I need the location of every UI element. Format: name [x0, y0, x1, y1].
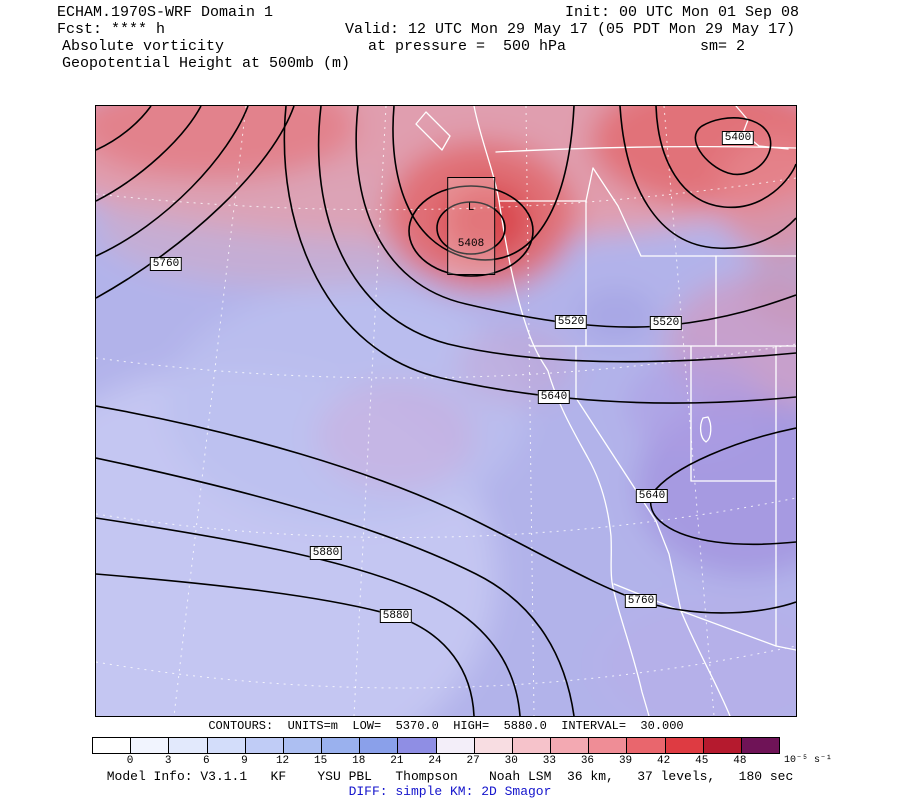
- us-canada-border: [495, 145, 796, 153]
- colorbar-segment: [512, 738, 552, 753]
- contours-info: CONTOURS: UNITS=m LOW= 5370.0 HIGH= 5880…: [208, 719, 684, 733]
- colorbar-tick: 24: [428, 755, 442, 767]
- colorbar-segment: [741, 738, 780, 753]
- shaded-field-name: Absolute vorticity: [62, 38, 225, 55]
- colorbar-tick: 18: [352, 755, 366, 767]
- map-canvas: [96, 106, 796, 716]
- contour-label: 5760: [624, 594, 658, 608]
- colorbar-segment: [398, 738, 437, 753]
- smoothing-label: sm= 2: [700, 38, 746, 55]
- low-center-marker: L 5408: [447, 177, 495, 275]
- colorbar-tick: 12: [275, 755, 290, 767]
- diffusion-info: DIFF: simple KM: 2D Smagor: [348, 784, 552, 799]
- colorbar-tick: 45: [695, 755, 709, 767]
- contour-label: 5520: [649, 316, 683, 330]
- colorbar-segment: [551, 738, 590, 753]
- colorbar-ticks: 0 3 6 9 12 15 18 21 24 27 30 33 36 39 42 45 48: [92, 755, 778, 768]
- colorbar-segment: [245, 738, 284, 753]
- vancouver-island: [415, 111, 451, 151]
- colorbar-segments: [92, 737, 780, 754]
- gulf-of-california: [680, 610, 731, 716]
- colorbar-tick: 21: [390, 755, 404, 767]
- colorbar-segment: [207, 738, 246, 753]
- colorbar-segment: [627, 738, 666, 753]
- contour-label: 5520: [554, 315, 588, 329]
- model-title: ECHAM.1970S-WRF Domain 1: [57, 4, 274, 21]
- graticule: [96, 106, 796, 716]
- great-salt-lake: [699, 416, 712, 443]
- low-value: 5408: [457, 238, 485, 250]
- colorbar-tick: 33: [542, 755, 556, 767]
- colorbar-segment: [93, 738, 132, 753]
- low-letter: L: [467, 202, 475, 214]
- colorbar-unit: 10⁻⁵ s⁻¹: [784, 755, 833, 766]
- contour-field-name: Geopotential Height at 500mb (m): [62, 55, 351, 72]
- weather-map: 5400 5760 5520 5520 5640 5640 5880 5880 …: [95, 105, 797, 717]
- colorbar-tick: 36: [580, 755, 595, 767]
- geography-borders: [415, 106, 796, 716]
- colorbar-tick: 15: [314, 755, 328, 767]
- colorbar-segment: [131, 738, 170, 753]
- colorbar-segment: [589, 738, 628, 753]
- colorbar-tick: 3: [164, 755, 172, 767]
- contour-label: 5880: [309, 546, 343, 560]
- init-time: Init: 00 UTC Mon 01 Sep 08: [565, 4, 800, 21]
- colorbar-tick: 42: [657, 755, 671, 767]
- coastline: [473, 106, 650, 716]
- contour-label: 5400: [721, 131, 755, 145]
- model-info: Model Info: V3.1.1 KF YSU PBL Thompson N…: [106, 769, 794, 784]
- contour-label: 5640: [635, 489, 669, 503]
- colorbar-segment: [665, 738, 704, 753]
- colorbar-segment: [322, 738, 361, 753]
- colorbar-segment: [169, 738, 208, 753]
- colorbar-tick: 48: [733, 755, 747, 767]
- valid-time: Valid: 12 UTC Mon 29 May 17 (05 PDT Mon …: [345, 21, 796, 38]
- colorbar-segment: [703, 738, 742, 753]
- colorbar-tick: 27: [466, 755, 480, 767]
- contour-label: 5640: [537, 390, 571, 404]
- pressure-level: at pressure = 500 hPa: [368, 38, 567, 55]
- vorticity-shading: [96, 106, 796, 716]
- colorbar-tick: 0: [126, 755, 134, 767]
- colorbar-segment: [360, 738, 399, 753]
- colorbar-segment: [474, 738, 513, 753]
- colorbar-tick: 9: [241, 755, 248, 767]
- colorbar-tick: 30: [504, 755, 518, 767]
- colorbar-tick: 6: [203, 755, 210, 767]
- colorbar-tick: 39: [618, 755, 633, 767]
- forecast-hour: Fcst: **** h: [57, 21, 166, 38]
- contour-label: 5880: [379, 609, 413, 623]
- height-contours: [96, 106, 796, 716]
- contour-label: 5760: [149, 257, 183, 271]
- colorbar-segment: [283, 738, 323, 753]
- colorbar-segment: [436, 738, 475, 753]
